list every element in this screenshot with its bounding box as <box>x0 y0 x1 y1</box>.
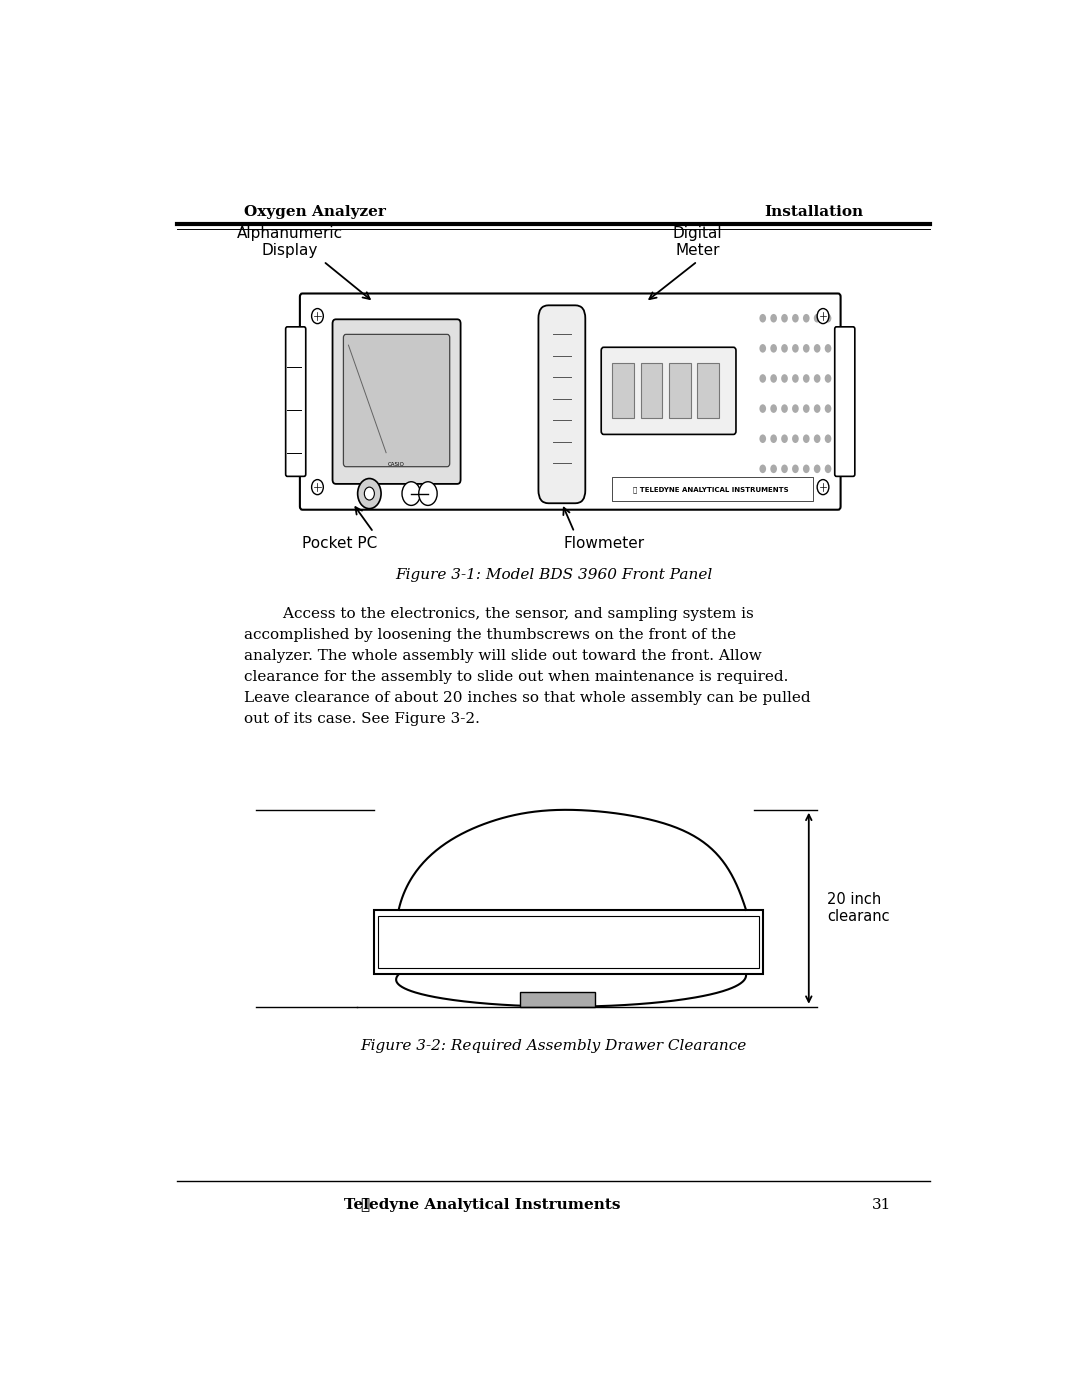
Circle shape <box>825 344 832 352</box>
Text: Installation: Installation <box>764 205 863 219</box>
Bar <box>698 363 719 418</box>
FancyBboxPatch shape <box>300 293 840 510</box>
Bar <box>669 363 691 418</box>
FancyBboxPatch shape <box>602 348 735 434</box>
Circle shape <box>419 482 437 506</box>
Circle shape <box>792 434 799 443</box>
Text: Figure 3-2: Required Assembly Drawer Clearance: Figure 3-2: Required Assembly Drawer Cle… <box>361 1039 746 1053</box>
Circle shape <box>312 309 323 324</box>
Text: ⮧: ⮧ <box>361 1197 369 1213</box>
Circle shape <box>759 374 766 383</box>
Text: Teledyne Analytical Instruments: Teledyne Analytical Instruments <box>345 1197 621 1211</box>
Circle shape <box>312 479 323 495</box>
Text: Flowmeter: Flowmeter <box>563 535 645 550</box>
Circle shape <box>759 434 766 443</box>
Bar <box>378 916 758 968</box>
Bar <box>612 478 813 502</box>
Circle shape <box>818 479 828 495</box>
Circle shape <box>825 404 832 414</box>
Circle shape <box>770 404 777 414</box>
Circle shape <box>770 374 777 383</box>
Circle shape <box>792 374 799 383</box>
Circle shape <box>781 344 788 352</box>
Circle shape <box>825 465 832 474</box>
FancyBboxPatch shape <box>343 334 449 467</box>
Circle shape <box>792 344 799 352</box>
Bar <box>640 363 662 418</box>
Text: ⮧ TELEDYNE ANALYTICAL INSTRUMENTS: ⮧ TELEDYNE ANALYTICAL INSTRUMENTS <box>633 486 788 493</box>
Text: 31: 31 <box>872 1197 891 1211</box>
Text: Alphanumeric
Display: Alphanumeric Display <box>237 225 343 258</box>
Circle shape <box>781 374 788 383</box>
Circle shape <box>814 465 821 474</box>
Circle shape <box>759 314 766 323</box>
Circle shape <box>814 344 821 352</box>
Text: Digital
Meter: Digital Meter <box>673 225 723 258</box>
FancyBboxPatch shape <box>285 327 306 476</box>
Circle shape <box>792 404 799 414</box>
Circle shape <box>770 434 777 443</box>
Circle shape <box>802 404 810 414</box>
Text: Access to the electronics, the sensor, and sampling system is
accomplished by lo: Access to the electronics, the sensor, a… <box>244 606 810 726</box>
Circle shape <box>770 465 777 474</box>
Circle shape <box>814 374 821 383</box>
FancyBboxPatch shape <box>835 327 855 476</box>
Circle shape <box>402 482 420 506</box>
Circle shape <box>792 465 799 474</box>
Circle shape <box>814 434 821 443</box>
Circle shape <box>759 404 766 414</box>
Circle shape <box>781 314 788 323</box>
Circle shape <box>802 465 810 474</box>
Circle shape <box>802 344 810 352</box>
Circle shape <box>802 374 810 383</box>
Bar <box>521 992 595 1007</box>
FancyBboxPatch shape <box>333 320 460 483</box>
Bar <box>612 363 634 418</box>
Circle shape <box>825 434 832 443</box>
Text: Pocket PC: Pocket PC <box>302 535 378 550</box>
Circle shape <box>770 314 777 323</box>
Text: CASIO: CASIO <box>388 461 405 467</box>
Circle shape <box>781 404 788 414</box>
Circle shape <box>814 404 821 414</box>
Circle shape <box>825 314 832 323</box>
Circle shape <box>759 465 766 474</box>
Text: Figure 3-1: Model BDS 3960 Front Panel: Figure 3-1: Model BDS 3960 Front Panel <box>395 567 712 581</box>
Text: 20 inch
clearanc: 20 inch clearanc <box>827 893 890 925</box>
Circle shape <box>781 465 788 474</box>
Circle shape <box>357 479 381 509</box>
Circle shape <box>802 434 810 443</box>
Circle shape <box>792 314 799 323</box>
Circle shape <box>802 314 810 323</box>
Circle shape <box>364 488 375 500</box>
Bar <box>374 909 762 975</box>
Text: Oxygen Analyzer: Oxygen Analyzer <box>244 205 386 219</box>
Circle shape <box>814 314 821 323</box>
Circle shape <box>781 434 788 443</box>
Circle shape <box>770 344 777 352</box>
Circle shape <box>818 309 828 324</box>
Circle shape <box>759 344 766 352</box>
Circle shape <box>825 374 832 383</box>
FancyBboxPatch shape <box>539 306 585 503</box>
